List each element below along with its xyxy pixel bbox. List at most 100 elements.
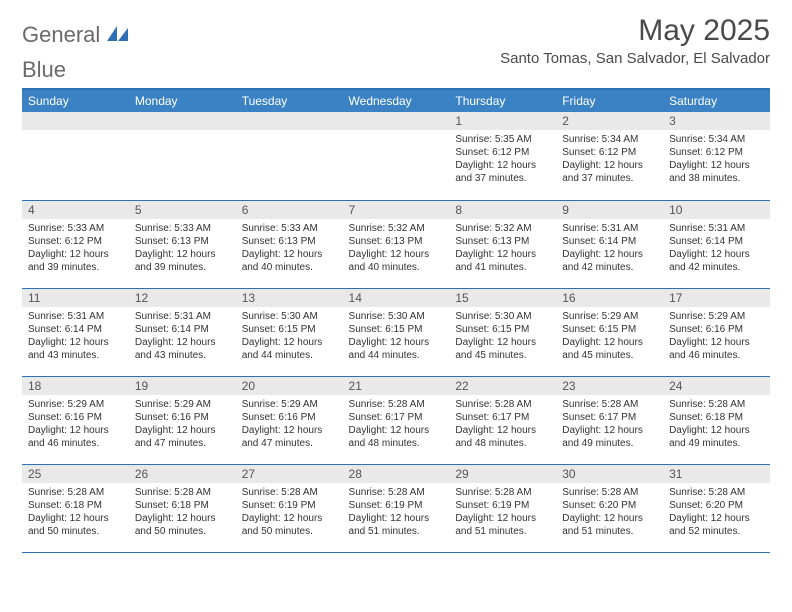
daylight-text: Daylight: 12 hours and 47 minutes. [135,424,230,450]
brand-part1: General [22,22,100,47]
sunset-text: Sunset: 6:13 PM [135,235,230,248]
calendar-day-cell: 1Sunrise: 5:35 AMSunset: 6:12 PMDaylight… [449,112,556,200]
sunset-text: Sunset: 6:16 PM [242,411,337,424]
calendar-day-cell: 29Sunrise: 5:28 AMSunset: 6:19 PMDayligh… [449,464,556,552]
day-body-empty [129,130,236,186]
weekday-header: Tuesday [236,90,343,112]
sunset-text: Sunset: 6:13 PM [455,235,550,248]
daylight-text: Daylight: 12 hours and 44 minutes. [349,336,444,362]
day-body: Sunrise: 5:28 AMSunset: 6:19 PMDaylight:… [343,483,450,542]
sunset-text: Sunset: 6:12 PM [669,146,764,159]
daylight-text: Daylight: 12 hours and 38 minutes. [669,159,764,185]
calendar-week-row: 4Sunrise: 5:33 AMSunset: 6:12 PMDaylight… [22,200,770,288]
sunrise-text: Sunrise: 5:32 AM [455,222,550,235]
day-number: 10 [663,201,770,219]
calendar-day-cell: 11Sunrise: 5:31 AMSunset: 6:14 PMDayligh… [22,288,129,376]
sunset-text: Sunset: 6:15 PM [455,323,550,336]
daylight-text: Daylight: 12 hours and 37 minutes. [455,159,550,185]
day-body: Sunrise: 5:28 AMSunset: 6:17 PMDaylight:… [343,395,450,454]
daylight-text: Daylight: 12 hours and 46 minutes. [669,336,764,362]
brand-logo: General Blue [22,24,129,82]
calendar-week-row: 11Sunrise: 5:31 AMSunset: 6:14 PMDayligh… [22,288,770,376]
calendar-day-cell: 12Sunrise: 5:31 AMSunset: 6:14 PMDayligh… [129,288,236,376]
daylight-text: Daylight: 12 hours and 39 minutes. [135,248,230,274]
day-number-empty [129,112,236,130]
day-number: 26 [129,465,236,483]
calendar-body: 1Sunrise: 5:35 AMSunset: 6:12 PMDaylight… [22,112,770,552]
sunset-text: Sunset: 6:18 PM [669,411,764,424]
sunrise-text: Sunrise: 5:29 AM [242,398,337,411]
calendar-day-cell: 18Sunrise: 5:29 AMSunset: 6:16 PMDayligh… [22,376,129,464]
sunset-text: Sunset: 6:18 PM [135,499,230,512]
sunrise-text: Sunrise: 5:34 AM [562,133,657,146]
daylight-text: Daylight: 12 hours and 40 minutes. [349,248,444,274]
daylight-text: Daylight: 12 hours and 52 minutes. [669,512,764,538]
weekday-header: Wednesday [343,90,450,112]
header: General Blue May 2025 Santo Tomas, San S… [22,14,770,82]
day-body-empty [22,130,129,186]
sunset-text: Sunset: 6:16 PM [669,323,764,336]
calendar-day-cell: 10Sunrise: 5:31 AMSunset: 6:14 PMDayligh… [663,200,770,288]
calendar-day-cell [236,112,343,200]
daylight-text: Daylight: 12 hours and 41 minutes. [455,248,550,274]
day-number: 3 [663,112,770,130]
daylight-text: Daylight: 12 hours and 45 minutes. [455,336,550,362]
sunset-text: Sunset: 6:17 PM [349,411,444,424]
day-number: 27 [236,465,343,483]
daylight-text: Daylight: 12 hours and 44 minutes. [242,336,337,362]
calendar-day-cell: 4Sunrise: 5:33 AMSunset: 6:12 PMDaylight… [22,200,129,288]
day-body: Sunrise: 5:31 AMSunset: 6:14 PMDaylight:… [22,307,129,366]
day-number: 19 [129,377,236,395]
sunrise-text: Sunrise: 5:31 AM [28,310,123,323]
sunset-text: Sunset: 6:14 PM [28,323,123,336]
day-number: 28 [343,465,450,483]
sunrise-text: Sunrise: 5:31 AM [669,222,764,235]
calendar-day-cell: 27Sunrise: 5:28 AMSunset: 6:19 PMDayligh… [236,464,343,552]
day-body: Sunrise: 5:28 AMSunset: 6:18 PMDaylight:… [22,483,129,542]
day-number: 9 [556,201,663,219]
sunrise-text: Sunrise: 5:28 AM [562,398,657,411]
sunset-text: Sunset: 6:16 PM [135,411,230,424]
day-body: Sunrise: 5:33 AMSunset: 6:13 PMDaylight:… [236,219,343,278]
day-body: Sunrise: 5:28 AMSunset: 6:18 PMDaylight:… [129,483,236,542]
weekday-header: Sunday [22,90,129,112]
day-body: Sunrise: 5:31 AMSunset: 6:14 PMDaylight:… [129,307,236,366]
day-body: Sunrise: 5:34 AMSunset: 6:12 PMDaylight:… [556,130,663,189]
day-number: 14 [343,289,450,307]
sunrise-text: Sunrise: 5:31 AM [135,310,230,323]
day-number: 7 [343,201,450,219]
daylight-text: Daylight: 12 hours and 47 minutes. [242,424,337,450]
sunrise-text: Sunrise: 5:30 AM [349,310,444,323]
sunrise-text: Sunrise: 5:28 AM [562,486,657,499]
sunset-text: Sunset: 6:19 PM [455,499,550,512]
sunrise-text: Sunrise: 5:29 AM [562,310,657,323]
day-number: 12 [129,289,236,307]
sunset-text: Sunset: 6:13 PM [349,235,444,248]
day-body: Sunrise: 5:31 AMSunset: 6:14 PMDaylight:… [663,219,770,278]
sunset-text: Sunset: 6:16 PM [28,411,123,424]
sunrise-text: Sunrise: 5:33 AM [242,222,337,235]
calendar-day-cell: 17Sunrise: 5:29 AMSunset: 6:16 PMDayligh… [663,288,770,376]
calendar-day-cell: 2Sunrise: 5:34 AMSunset: 6:12 PMDaylight… [556,112,663,200]
sunset-text: Sunset: 6:18 PM [28,499,123,512]
day-body-empty [343,130,450,186]
day-body-empty [236,130,343,186]
day-body: Sunrise: 5:28 AMSunset: 6:17 PMDaylight:… [556,395,663,454]
sunrise-text: Sunrise: 5:28 AM [669,486,764,499]
day-number: 17 [663,289,770,307]
day-number: 16 [556,289,663,307]
sunrise-text: Sunrise: 5:28 AM [455,486,550,499]
day-number: 21 [343,377,450,395]
day-number: 2 [556,112,663,130]
day-number: 4 [22,201,129,219]
calendar-day-cell: 20Sunrise: 5:29 AMSunset: 6:16 PMDayligh… [236,376,343,464]
sunrise-text: Sunrise: 5:30 AM [242,310,337,323]
day-number: 31 [663,465,770,483]
sunrise-text: Sunrise: 5:35 AM [455,133,550,146]
sunrise-text: Sunrise: 5:28 AM [349,398,444,411]
daylight-text: Daylight: 12 hours and 39 minutes. [28,248,123,274]
weekday-header: Thursday [449,90,556,112]
day-body: Sunrise: 5:29 AMSunset: 6:16 PMDaylight:… [663,307,770,366]
calendar-day-cell: 16Sunrise: 5:29 AMSunset: 6:15 PMDayligh… [556,288,663,376]
calendar-day-cell: 26Sunrise: 5:28 AMSunset: 6:18 PMDayligh… [129,464,236,552]
